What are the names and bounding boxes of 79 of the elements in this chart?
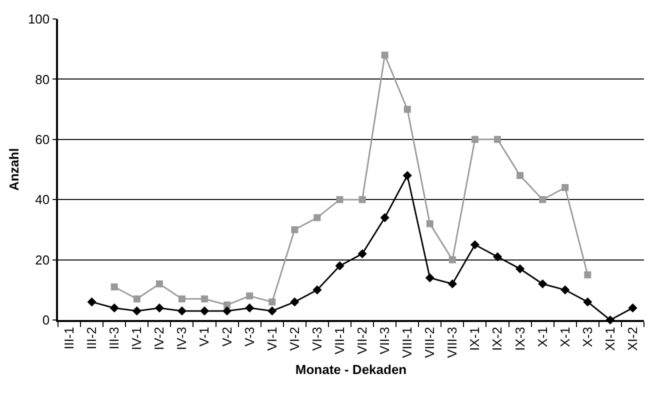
point: [314, 214, 321, 222]
x-tick-label: IV-2: [152, 326, 167, 350]
point: [492, 252, 502, 262]
point: [470, 240, 480, 250]
x-tick-label: VI-2: [286, 326, 302, 351]
x-tick-label: X-3: [580, 326, 595, 348]
x-tick-label: IV-3: [174, 326, 190, 350]
point: [516, 172, 524, 180]
x-tick-label: XI-1: [602, 326, 618, 351]
point: [336, 196, 344, 204]
point: [178, 295, 186, 302]
point: [87, 297, 96, 306]
x-tick-label: V-2: [219, 326, 234, 346]
y-tick-label: 80: [35, 72, 50, 87]
point: [404, 106, 411, 113]
x-tick-label: IX-3: [512, 326, 528, 351]
x-tick-label: VI-1: [264, 326, 280, 351]
point: [200, 306, 210, 316]
point: [358, 196, 366, 204]
x-tick-label: V-1: [196, 326, 212, 346]
point: [110, 303, 119, 313]
point: [312, 285, 322, 294]
x-tick-label: VIII-3: [444, 326, 460, 358]
y-tick-label: 40: [35, 192, 50, 208]
point: [177, 306, 187, 316]
point: [425, 273, 434, 282]
point: [426, 220, 434, 228]
point: [268, 298, 276, 306]
point: [380, 213, 390, 222]
point: [471, 136, 478, 143]
x-tick-label: III-3: [106, 326, 122, 350]
point: [132, 306, 142, 316]
x-tick-label: VIII-1: [400, 326, 415, 358]
x-tick-label: VII-2: [354, 326, 370, 354]
point: [245, 303, 254, 313]
y-tick-label: 100: [28, 12, 50, 27]
point: [584, 271, 592, 278]
y-axis-title: Anzahl: [6, 148, 22, 191]
point: [628, 303, 638, 313]
point: [246, 292, 254, 300]
x-tick-label: VIII-2: [422, 326, 438, 358]
x-tick-label: VII-1: [332, 326, 347, 354]
point: [133, 295, 140, 302]
x-tick-label: V-3: [242, 326, 257, 346]
point: [268, 306, 277, 316]
x-tick-label: IX-1: [467, 326, 482, 351]
x-tick-label: VI-3: [309, 326, 324, 351]
x-tick-label: IV-1: [129, 326, 144, 350]
point: [560, 285, 570, 294]
x-tick-label: III-2: [84, 326, 100, 350]
point: [539, 196, 546, 204]
point: [515, 264, 525, 274]
point: [448, 256, 456, 264]
point: [583, 297, 592, 306]
point: [335, 261, 344, 270]
point: [110, 283, 118, 290]
x-tick-label: XI-2: [624, 326, 640, 351]
x-tick-label: VII-3: [377, 326, 392, 354]
point: [402, 170, 412, 180]
point: [381, 52, 388, 59]
x-tick-label: X-1: [557, 326, 572, 348]
point: [290, 297, 300, 306]
point: [291, 226, 298, 234]
point: [448, 279, 457, 288]
point: [538, 279, 548, 288]
point: [222, 306, 232, 316]
x-axis-title: Monate - Dekaden: [295, 362, 407, 378]
x-tick-label: IX-2: [490, 326, 505, 351]
y-tick-label: 0: [42, 312, 50, 328]
x-tick-label: III-1: [61, 326, 76, 350]
y-tick-label: 60: [35, 132, 50, 147]
point: [494, 136, 501, 143]
y-tick-label: 20: [35, 252, 50, 268]
point: [201, 295, 208, 302]
x-tick-label: X-1: [534, 326, 550, 348]
point: [154, 303, 164, 313]
point: [156, 280, 163, 288]
point: [562, 184, 569, 192]
point: [358, 249, 367, 258]
